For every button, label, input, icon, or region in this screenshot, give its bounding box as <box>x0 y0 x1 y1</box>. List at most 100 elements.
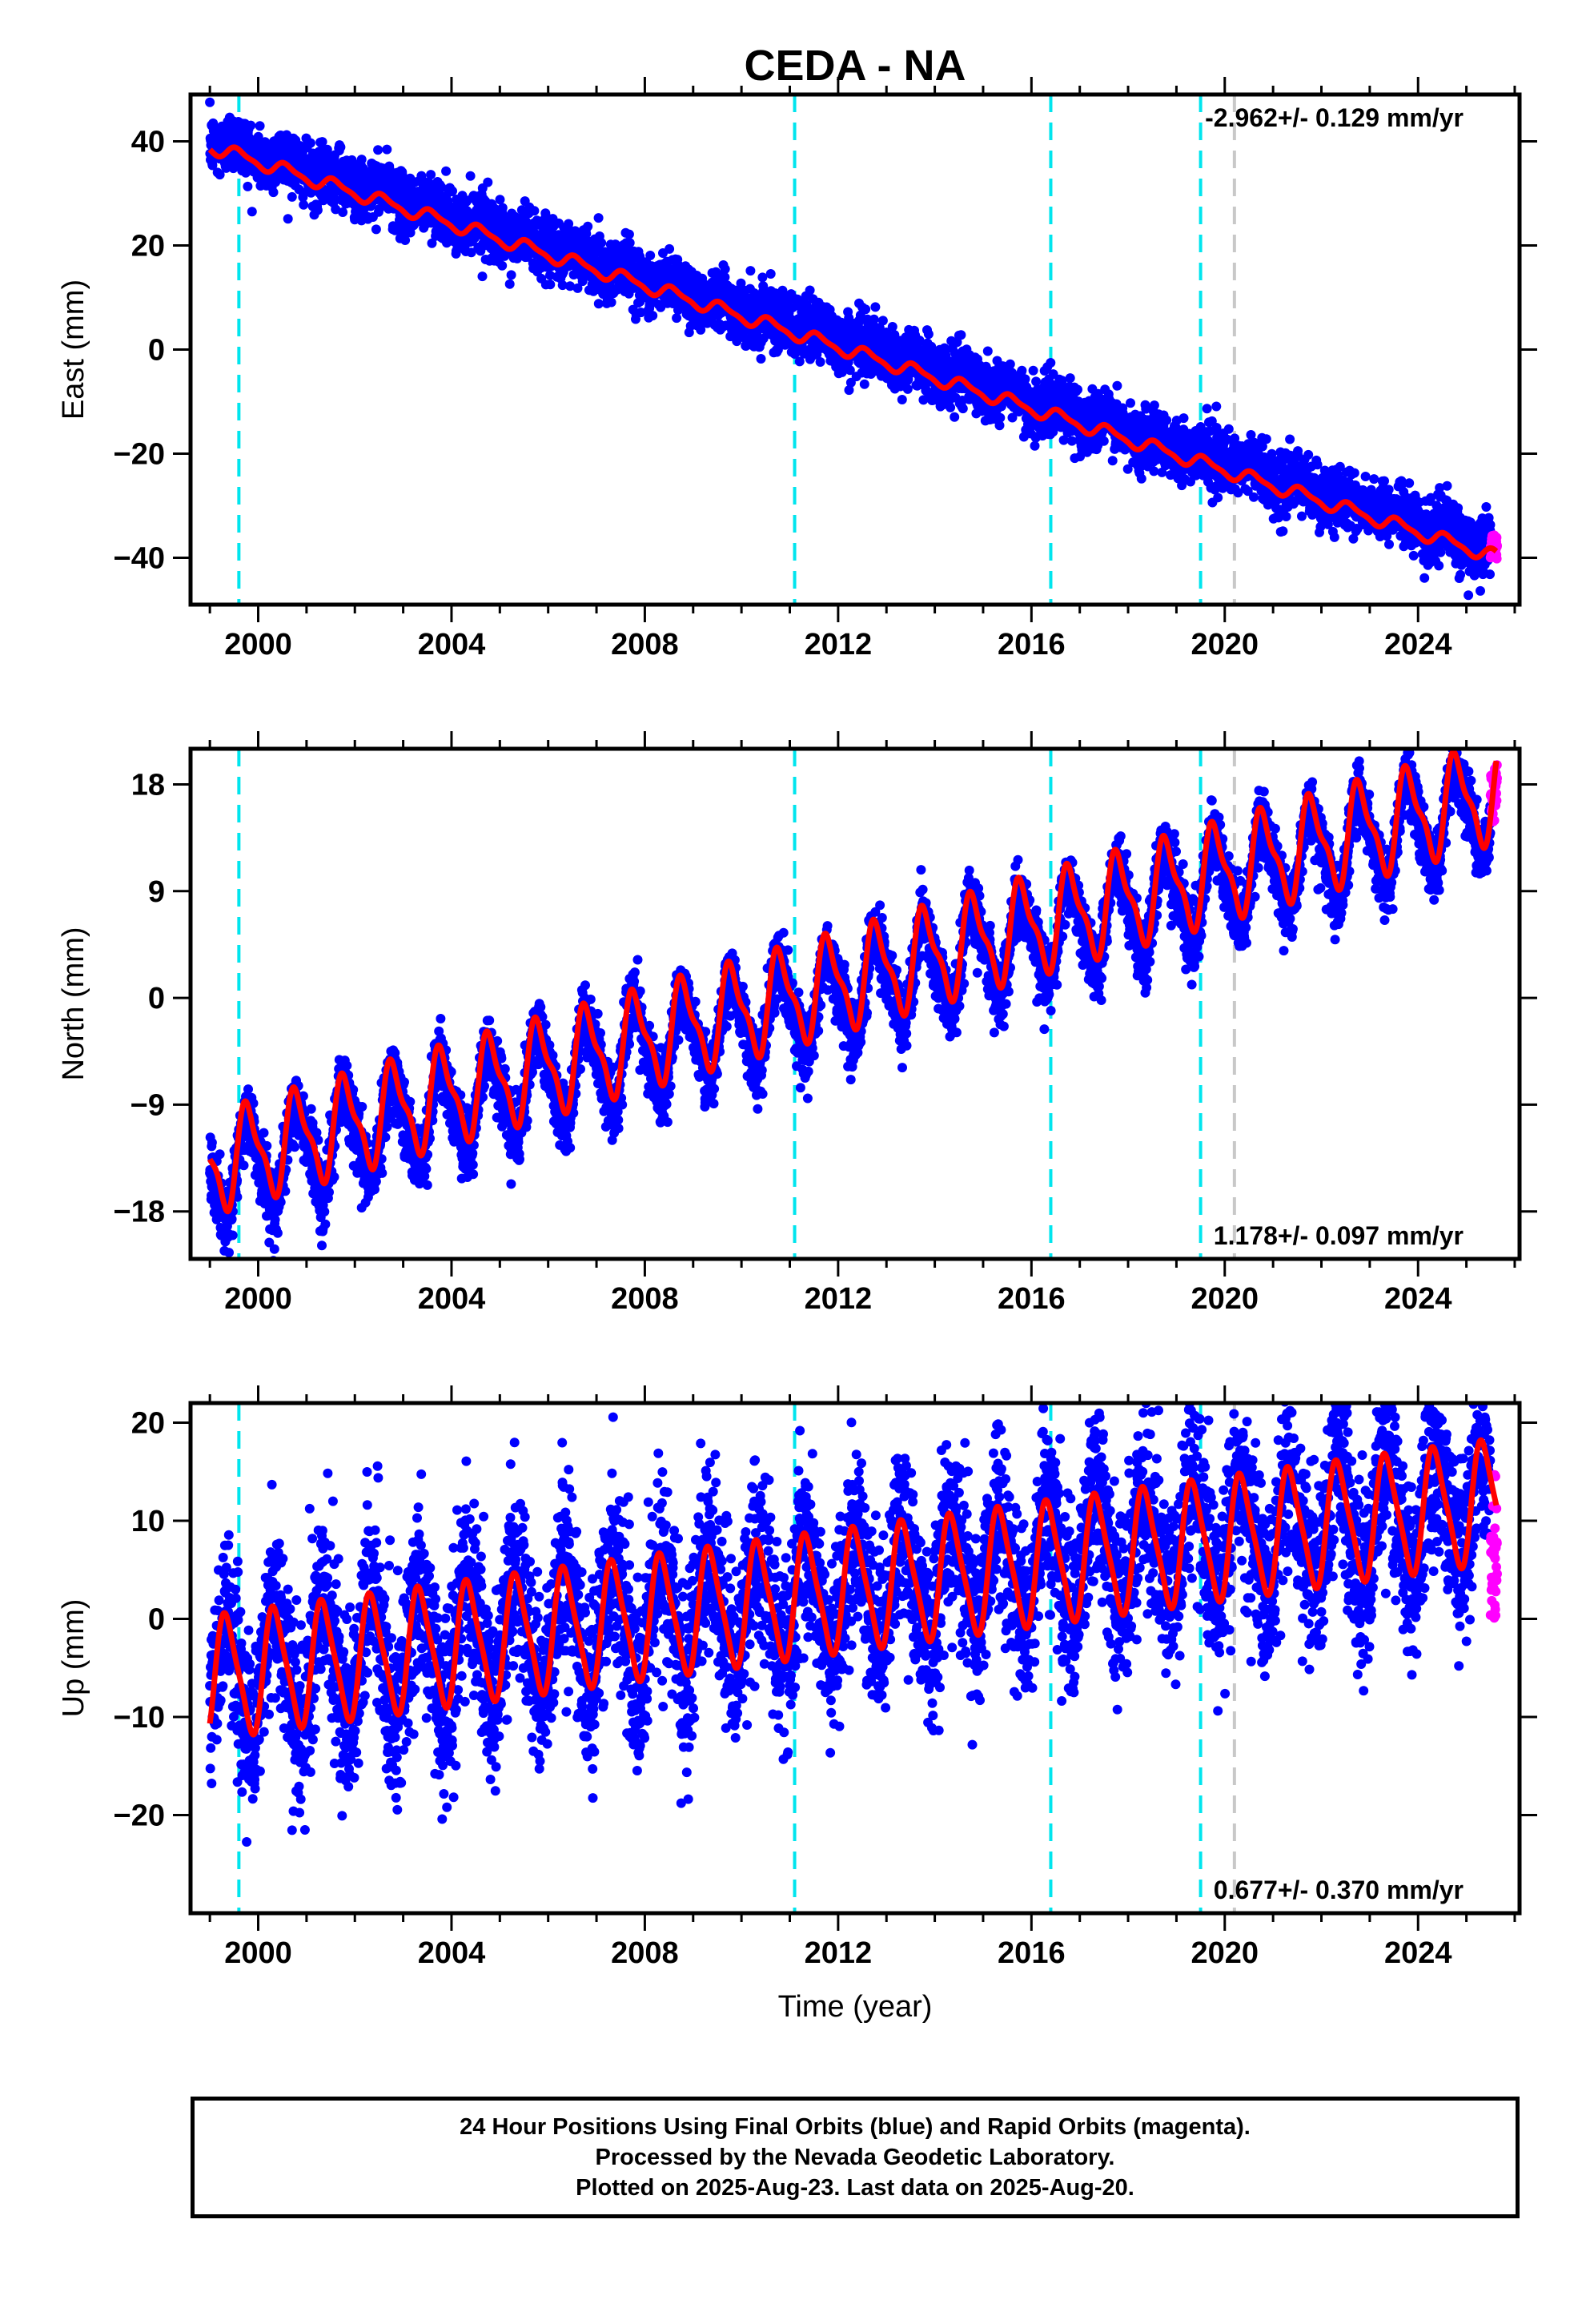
data-point <box>1178 413 1189 424</box>
data-point <box>1046 358 1056 368</box>
data-point <box>923 329 934 340</box>
data-point <box>1211 401 1222 412</box>
data-point <box>241 167 251 178</box>
data-point <box>529 206 540 216</box>
data-point <box>1149 466 1159 476</box>
data-point <box>271 177 281 187</box>
data-point <box>466 247 476 258</box>
data-point <box>322 144 332 155</box>
data-point <box>869 314 879 324</box>
data-point <box>1162 415 1172 425</box>
data-point <box>982 346 993 356</box>
data-point <box>207 160 218 171</box>
data-point <box>247 207 257 217</box>
data-point <box>1136 473 1146 484</box>
data-point <box>205 97 215 107</box>
data-point <box>958 404 968 414</box>
data-point <box>253 131 263 142</box>
data-point <box>946 402 956 412</box>
data-point <box>1202 404 1212 414</box>
data-point <box>1107 456 1118 466</box>
data-point <box>887 322 897 332</box>
data-point <box>861 304 871 315</box>
data-point <box>495 195 505 205</box>
data-point <box>564 219 574 229</box>
data-point <box>665 243 675 254</box>
data-point <box>356 155 367 165</box>
data-point <box>504 279 515 289</box>
data-point <box>1112 380 1122 391</box>
data-point <box>329 193 339 203</box>
data-point <box>483 177 493 187</box>
data-point <box>243 181 253 191</box>
data-point <box>805 285 815 296</box>
plot-area <box>205 94 1502 605</box>
data-point <box>1281 512 1291 521</box>
data-point <box>497 260 508 271</box>
data-point <box>672 313 682 324</box>
data-point <box>255 121 265 131</box>
data-point <box>1149 400 1159 411</box>
data-point <box>305 138 315 148</box>
data-point <box>1285 434 1295 444</box>
data-point <box>246 120 256 131</box>
data-point <box>950 412 960 422</box>
data-point <box>283 214 293 224</box>
data-point <box>1278 526 1288 537</box>
data-point <box>400 235 411 245</box>
data-point <box>312 205 323 215</box>
data-point <box>215 170 225 180</box>
data-point <box>995 412 1006 423</box>
data-point <box>545 279 556 290</box>
data-point <box>287 191 297 202</box>
data-point <box>815 357 825 367</box>
data-point <box>596 238 607 248</box>
data-point <box>897 395 907 404</box>
data-point <box>1030 440 1040 451</box>
data-point <box>606 297 616 308</box>
data-point <box>870 302 881 312</box>
data-point <box>1017 365 1027 376</box>
data-point <box>1249 492 1259 502</box>
data-point <box>1098 436 1109 446</box>
data-point <box>268 187 279 198</box>
data-point <box>1223 424 1234 434</box>
data-point <box>506 270 516 280</box>
data-point <box>593 213 604 223</box>
data-point <box>1126 398 1135 408</box>
data-point <box>448 186 457 196</box>
data-point <box>624 229 634 239</box>
chart-title: CEDA - NA <box>745 42 966 90</box>
data-point <box>645 251 656 260</box>
data-point <box>720 264 730 274</box>
data-point <box>436 182 447 192</box>
data-point <box>583 221 593 231</box>
data-point <box>756 354 766 364</box>
data-point <box>299 199 309 210</box>
data-point <box>765 269 776 279</box>
data-point <box>757 272 768 283</box>
data-point <box>1005 359 1015 369</box>
data-point <box>465 171 476 181</box>
data-point <box>877 316 888 326</box>
data-point <box>1065 373 1075 384</box>
data-point <box>427 238 437 248</box>
data-point <box>1261 434 1271 444</box>
data-point <box>335 142 346 152</box>
data-point <box>382 144 392 155</box>
data-point <box>426 170 436 180</box>
final-orbit-points <box>205 97 1496 601</box>
data-point <box>317 137 327 147</box>
data-point <box>1073 384 1082 395</box>
data-point <box>1028 365 1038 376</box>
data-point <box>902 384 913 394</box>
data-point <box>859 379 869 389</box>
data-point <box>477 271 488 282</box>
data-point <box>371 224 381 235</box>
data-point <box>956 330 966 340</box>
data-point <box>624 238 635 248</box>
data-point <box>745 266 756 276</box>
data-point <box>373 145 383 155</box>
data-point <box>1213 493 1223 503</box>
